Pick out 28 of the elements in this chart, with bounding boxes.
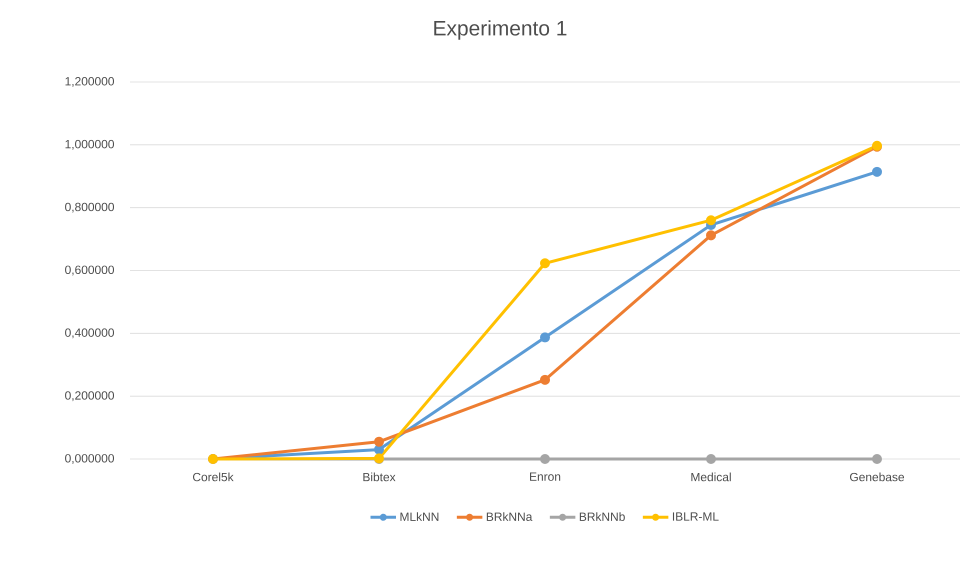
y-tick-label: 1,200000 — [66, 77, 114, 87]
point — [540, 454, 550, 464]
x-tick-label: Enron — [530, 472, 560, 481]
chart-title: Experimento 1 — [434, 20, 566, 40]
point — [374, 444, 384, 455]
legend-label: MLkNN — [400, 512, 438, 521]
legend-label: BRkNNa — [486, 512, 532, 521]
x-tick-label: Bibtex — [363, 472, 396, 482]
point — [706, 215, 716, 226]
point — [540, 374, 550, 385]
y-tick-label: 0,800000 — [65, 202, 114, 213]
point — [872, 166, 882, 177]
point — [540, 258, 550, 268]
y-tick-label: 0,000000 — [65, 454, 114, 464]
y-tick-label: 0,400000 — [65, 328, 114, 338]
x-tick-label: Corel5k — [193, 472, 234, 482]
point — [374, 436, 384, 447]
x-tick-label: Medical — [691, 472, 731, 482]
legend-label: IBLR-ML — [672, 512, 719, 521]
point — [540, 332, 550, 342]
y-tick-label: 1,000000 — [66, 140, 114, 150]
legend-label: BRkNNb — [580, 512, 625, 521]
y-tick-label: 0,600000 — [65, 266, 114, 276]
point — [706, 454, 716, 464]
x-tick-label: Genebase — [850, 472, 904, 482]
y-tick-label: 0,200000 — [65, 391, 114, 402]
point — [872, 454, 882, 464]
point — [706, 230, 716, 240]
